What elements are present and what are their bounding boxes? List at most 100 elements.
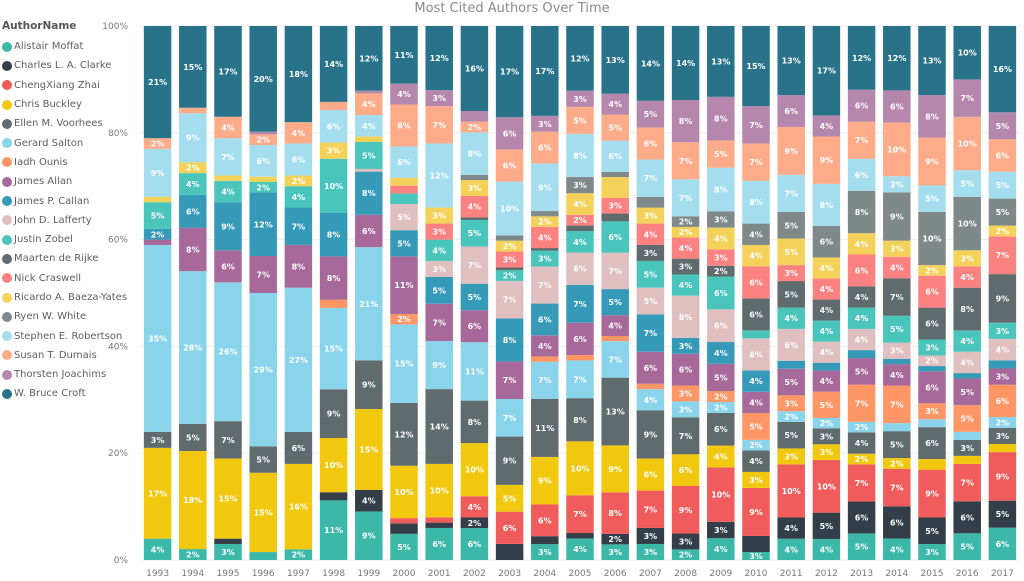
bar-segment-nick-craswell[interactable]: [707, 249, 735, 266]
bar-segment-stephen-e-robertson[interactable]: [284, 143, 313, 176]
bar-segment-james-allan[interactable]: [953, 378, 981, 406]
bar-segment-stephen-e-robertson[interactable]: [179, 113, 207, 163]
bar-segment-james-p-callan[interactable]: [460, 283, 489, 311]
bar-segment-stephen-e-robertson[interactable]: [601, 140, 629, 172]
bar-segment-james-p-callan[interactable]: [812, 362, 841, 371]
bar-segment-chris-buckley[interactable]: [249, 472, 277, 553]
bar-segment-ellen-m-voorhees[interactable]: [249, 446, 277, 473]
bar-segment-chris-buckley[interactable]: [214, 458, 242, 539]
bar-segment-stephen-e-robertson[interactable]: [495, 181, 524, 236]
bar-segment-chris-buckley[interactable]: [179, 451, 207, 550]
bar-segment-gerard-salton[interactable]: [284, 287, 313, 432]
bar-segment-gerard-salton[interactable]: [742, 439, 770, 451]
bar-segment-james-allan[interactable]: [179, 227, 207, 272]
bar-segment-stephen-e-robertson[interactable]: [214, 138, 242, 176]
bar-segment-ryen-w-white[interactable]: [988, 198, 1017, 226]
bar-segment-justin-zobel[interactable]: [143, 202, 172, 229]
bar-segment-james-p-callan[interactable]: [636, 314, 665, 352]
bar-segment-nick-craswell[interactable]: [812, 278, 841, 300]
bar-segment-iadh-ounis[interactable]: [953, 405, 981, 432]
bar-segment-ellen-m-voorhees[interactable]: [707, 412, 735, 446]
bar-segment-alistair-moffat[interactable]: [847, 533, 876, 560]
bar-segment-john-d-lafferty[interactable]: [601, 252, 629, 290]
bar-segment-ryen-w-white[interactable]: [460, 174, 489, 181]
bar-segment-w-bruce-croft[interactable]: [460, 26, 489, 112]
bar-segment-maarten-de-rijke[interactable]: [671, 258, 700, 275]
bar-segment-chengxiang-zhai[interactable]: [918, 469, 946, 518]
bar-segment-ellen-m-voorhees[interactable]: [495, 436, 524, 485]
bar-segment-justin-zobel[interactable]: [566, 230, 594, 253]
bar-segment-alistair-moffat[interactable]: [143, 538, 172, 560]
bar-segment-chengxiang-zhai[interactable]: [707, 467, 735, 522]
bar-segment-w-bruce-croft[interactable]: [707, 26, 735, 97]
bar-segment-maarten-de-rijke[interactable]: [531, 248, 559, 251]
bar-segment-ricardo-a-baeza-yates[interactable]: [425, 207, 453, 224]
bar-segment-stephen-e-robertson[interactable]: [847, 158, 876, 191]
bar-segment-nick-craswell[interactable]: [777, 265, 805, 282]
bar-segment-chris-buckley[interactable]: [812, 444, 841, 461]
legend-item-ellen-m-voorhees[interactable]: Ellen M. Voorhees: [2, 114, 112, 133]
bar-segment-ricardo-a-baeza-yates[interactable]: [742, 244, 770, 267]
bar-segment-thorsten-joachims[interactable]: [988, 112, 1017, 140]
bar-segment-james-allan[interactable]: [143, 239, 172, 245]
bar-segment-charles-l-a-clarke[interactable]: [812, 512, 841, 539]
bar-segment-james-allan[interactable]: [284, 244, 313, 288]
bar-segment-james-allan[interactable]: [812, 370, 841, 392]
bar-segment-justin-zobel[interactable]: [179, 173, 207, 195]
bar-segment-w-bruce-croft[interactable]: [284, 26, 313, 123]
bar-segment-chris-buckley[interactable]: [918, 459, 946, 470]
bar-segment-ellen-m-voorhees[interactable]: [918, 427, 946, 460]
bar-segment-gerard-salton[interactable]: [636, 389, 665, 411]
bar-segment-susan-t-dumais[interactable]: [214, 116, 242, 139]
bar-segment-maarten-de-rijke[interactable]: [812, 299, 841, 321]
bar-segment-james-p-callan[interactable]: [601, 289, 629, 316]
bar-segment-w-bruce-croft[interactable]: [495, 26, 524, 118]
bar-segment-justin-zobel[interactable]: [777, 307, 805, 329]
bar-segment-james-allan[interactable]: [566, 322, 594, 356]
legend-item-charles-l-a-clarke[interactable]: Charles L. A. Clarke: [2, 56, 112, 75]
bar-segment-stephen-e-robertson[interactable]: [249, 144, 277, 177]
bar-segment-gerard-salton[interactable]: [988, 417, 1017, 428]
bar-segment-chengxiang-zhai[interactable]: [847, 464, 876, 502]
bar-segment-ricardo-a-baeza-yates[interactable]: [988, 225, 1017, 237]
bar-segment-james-allan[interactable]: [425, 303, 453, 342]
bar-segment-stephen-e-robertson[interactable]: [777, 174, 805, 212]
bar-segment-susan-t-dumais[interactable]: [284, 122, 313, 144]
bar-segment-justin-zobel[interactable]: [249, 181, 277, 193]
bar-segment-susan-t-dumais[interactable]: [249, 134, 277, 145]
bar-segment-james-p-callan[interactable]: [319, 213, 348, 257]
bar-segment-ryen-w-white[interactable]: [601, 171, 629, 178]
bar-segment-charles-l-a-clarke[interactable]: [214, 538, 242, 544]
bar-segment-ricardo-a-baeza-yates[interactable]: [319, 142, 348, 159]
bar-segment-gerard-salton[interactable]: [179, 271, 207, 424]
bar-segment-maarten-de-rijke[interactable]: [566, 225, 594, 231]
bar-segment-james-allan[interactable]: [742, 391, 770, 414]
bar-segment-maarten-de-rijke[interactable]: [988, 274, 1017, 323]
bar-segment-w-bruce-croft[interactable]: [214, 26, 242, 117]
bar-segment-chengxiang-zhai[interactable]: [671, 485, 700, 534]
bar-segment-maarten-de-rijke[interactable]: [601, 213, 629, 222]
bar-segment-stephen-e-robertson[interactable]: [355, 115, 383, 137]
bar-segment-james-allan[interactable]: [249, 255, 277, 293]
bar-segment-ricardo-a-baeza-yates[interactable]: [531, 216, 559, 227]
bar-segment-chengxiang-zhai[interactable]: [988, 452, 1017, 501]
bar-segment-ricardo-a-baeza-yates[interactable]: [460, 180, 489, 197]
bar-segment-ricardo-a-baeza-yates[interactable]: [601, 177, 629, 198]
bar-segment-charles-l-a-clarke[interactable]: [883, 506, 911, 539]
bar-segment-james-p-callan[interactable]: [495, 318, 524, 362]
bar-segment-alistair-moffat[interactable]: [425, 527, 453, 560]
bar-segment-charles-l-a-clarke[interactable]: [566, 533, 594, 539]
bar-segment-john-d-lafferty[interactable]: [671, 295, 700, 338]
bar-segment-chris-buckley[interactable]: [143, 447, 172, 539]
bar-segment-susan-t-dumais[interactable]: [566, 106, 594, 134]
bar-segment-w-bruce-croft[interactable]: [143, 26, 172, 139]
bar-segment-susan-t-dumais[interactable]: [601, 114, 629, 141]
bar-segment-thorsten-joachims[interactable]: [883, 90, 911, 123]
bar-segment-susan-t-dumais[interactable]: [531, 131, 559, 164]
bar-segment-thorsten-joachims[interactable]: [671, 100, 700, 143]
bar-segment-ricardo-a-baeza-yates[interactable]: [143, 196, 172, 203]
bar-segment-chris-buckley[interactable]: [636, 458, 665, 491]
bar-segment-thorsten-joachims[interactable]: [390, 83, 418, 105]
legend-item-chris-buckley[interactable]: Chris Buckley: [2, 95, 112, 114]
bar-segment-ricardo-a-baeza-yates[interactable]: [566, 193, 594, 215]
